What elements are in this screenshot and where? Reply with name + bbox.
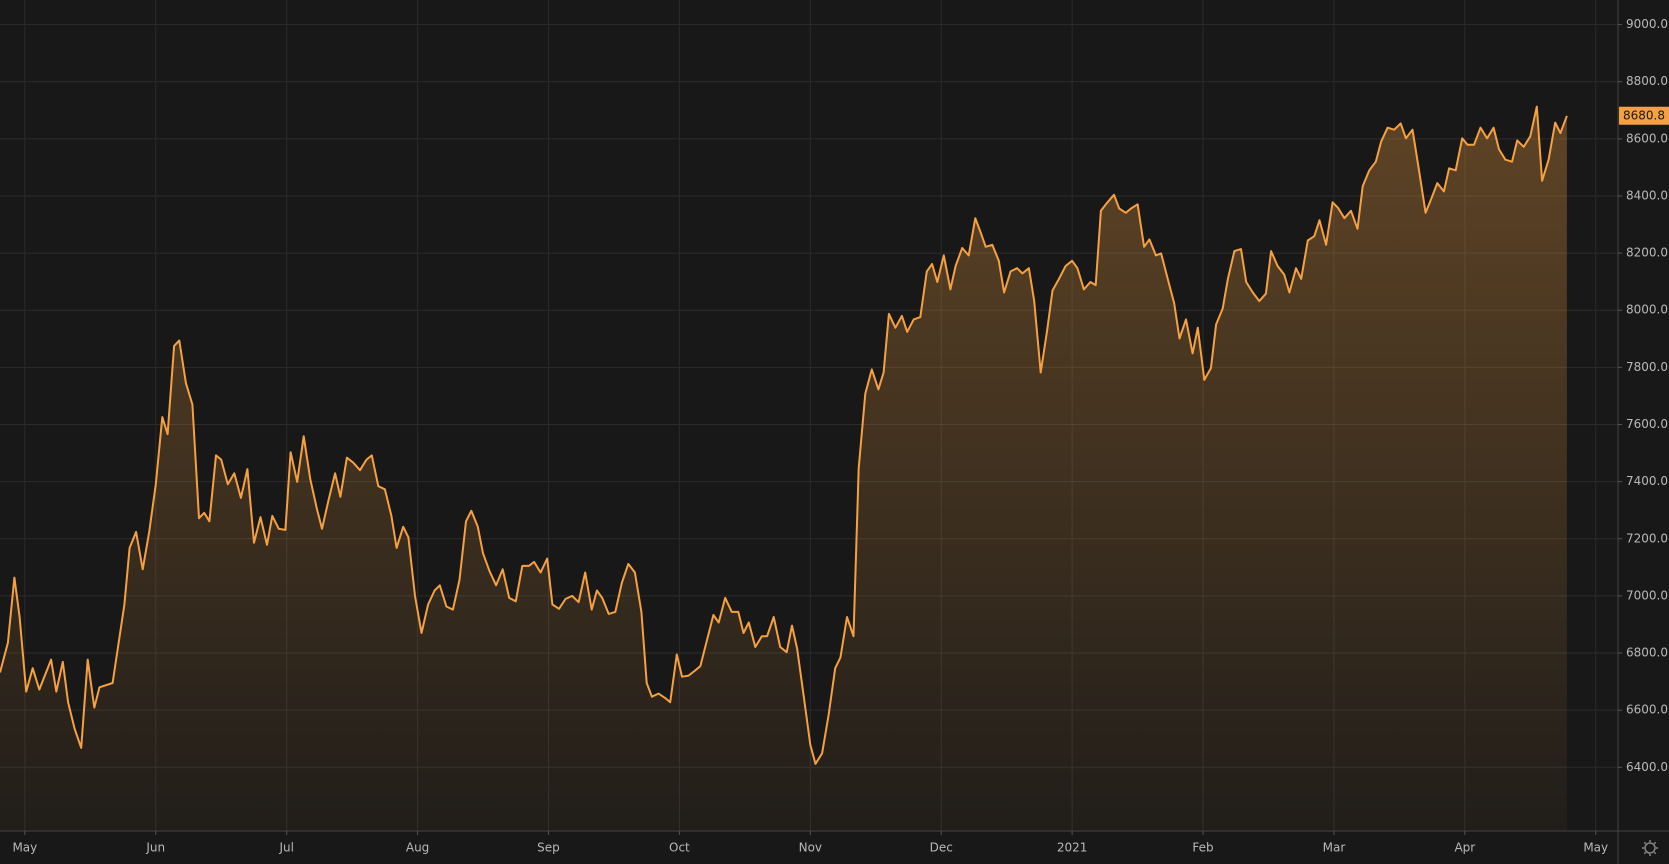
y-tick-label: 9000.0 — [1626, 17, 1668, 31]
x-tick-label: Jul — [278, 841, 293, 855]
y-tick-label: 7800.0 — [1626, 360, 1668, 374]
y-tick-label: 8600.0 — [1626, 131, 1668, 145]
y-tick-label: 8400.0 — [1626, 188, 1668, 202]
y-tick-label: 7200.0 — [1626, 531, 1668, 545]
y-tick-label: 6600.0 — [1626, 703, 1668, 717]
last-price-box — [1619, 106, 1669, 125]
x-tick-label: May — [1583, 841, 1608, 855]
x-tick-label: Mar — [1323, 841, 1346, 855]
x-tick-label: May — [12, 841, 37, 855]
y-tick-label: 7000.0 — [1626, 588, 1668, 602]
axes: 6400.0 6600.0 6800.0 7000.0 7200.0 7400.0 7600… — [12, 17, 1669, 855]
plot — [0, 105, 1568, 832]
y-tick-label: 8200.0 — [1626, 246, 1668, 260]
x-tick-label: Apr — [1454, 841, 1475, 855]
settings-icon[interactable] — [1642, 840, 1658, 856]
x-tick-label: Dec — [930, 841, 953, 855]
y-tick-label: 7600.0 — [1626, 417, 1668, 431]
price-line — [0, 105, 1568, 765]
x-tick-label: Nov — [799, 841, 822, 855]
y-tick-label: 7400.0 — [1626, 474, 1668, 488]
y-tick-label: 8000.0 — [1626, 303, 1668, 317]
last-price-label: 8680.8 — [1623, 108, 1665, 122]
x-tick-label: Sep — [537, 841, 560, 855]
x-tick-label: Jun — [145, 841, 165, 855]
y-tick-label: 6800.0 — [1626, 646, 1668, 660]
y-tick-label: 6400.0 — [1626, 760, 1668, 774]
x-tick-label: 2021 — [1057, 841, 1088, 855]
x-tick-label: Aug — [406, 841, 429, 855]
y-tick-label: 8800.0 — [1626, 74, 1668, 88]
area-fill — [0, 106, 1567, 832]
x-tick-label: Feb — [1192, 841, 1213, 855]
x-tick-label: Oct — [669, 841, 690, 855]
